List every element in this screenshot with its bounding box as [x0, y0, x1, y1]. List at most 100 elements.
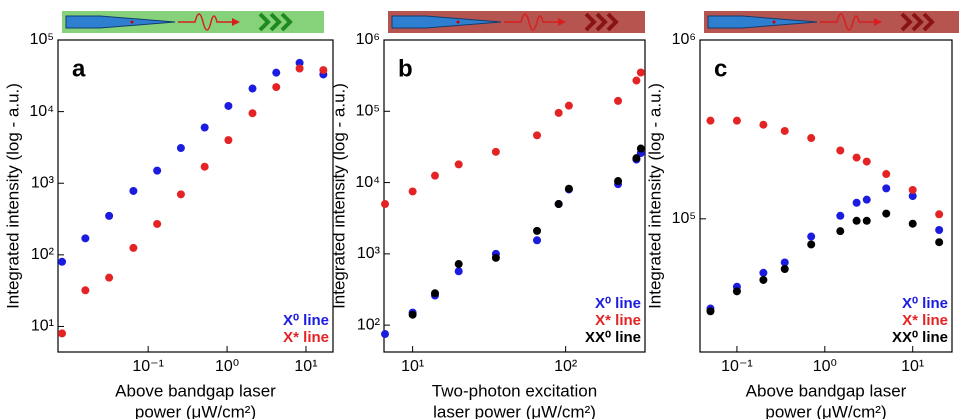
data-point — [153, 219, 162, 228]
data-point — [319, 66, 328, 75]
x-tick-label: 10¹ — [401, 358, 424, 375]
data-point — [908, 185, 917, 194]
icon-chevrons — [900, 12, 935, 32]
data-point — [632, 154, 641, 163]
x-axis-label: laser power (μW/cm²) — [433, 402, 596, 419]
data-point — [564, 184, 573, 193]
data-point — [908, 219, 917, 228]
data-point — [836, 211, 845, 220]
icon-arrow — [232, 18, 240, 26]
legend-entry: X* line — [902, 312, 948, 329]
x-tick-label: 10¹ — [294, 358, 317, 375]
data-point — [430, 171, 439, 180]
y-tick-label: 10⁶ — [672, 31, 696, 48]
x-tick-label: 10⁻¹ — [721, 358, 753, 375]
data-point — [614, 96, 623, 105]
data-point — [200, 123, 209, 132]
data-point — [272, 68, 281, 77]
data-point — [807, 134, 816, 143]
data-point — [381, 330, 390, 339]
plot-frame — [699, 39, 953, 353]
data-point — [836, 146, 845, 155]
data-point — [176, 144, 185, 153]
data-point — [882, 170, 891, 179]
data-point — [248, 109, 257, 118]
data-point — [533, 131, 542, 140]
legend-entry: X⁰ line — [902, 295, 948, 312]
x-axis-label: Above bandgap laser — [115, 381, 276, 400]
y-axis-label: Integrated intensity (log - a.u.) — [329, 83, 348, 309]
data-point — [81, 286, 90, 295]
data-point — [706, 116, 715, 125]
data-point — [533, 236, 542, 245]
data-point — [564, 101, 573, 110]
legend-entry: X⁰ line — [283, 312, 329, 329]
data-point — [614, 177, 623, 186]
data-point — [58, 329, 67, 338]
data-point — [248, 84, 257, 93]
data-point — [454, 267, 463, 276]
data-point — [780, 258, 789, 267]
y-tick-label: 10¹ — [31, 318, 54, 335]
y-tick-label: 10⁶ — [356, 31, 380, 48]
data-point — [935, 238, 944, 247]
data-point — [554, 200, 563, 209]
icon-dot — [456, 20, 460, 24]
data-point — [533, 226, 542, 235]
data-point — [807, 232, 816, 241]
y-tick-label: 10⁵ — [30, 31, 54, 48]
data-point — [852, 153, 861, 162]
data-point — [129, 243, 138, 252]
x-axis-label: Two-photon excitation — [432, 381, 597, 400]
data-point — [430, 289, 439, 298]
y-tick-label: 10⁴ — [29, 103, 54, 120]
data-point — [58, 257, 67, 266]
data-point — [105, 273, 114, 282]
data-point — [408, 310, 417, 319]
data-point — [295, 58, 304, 67]
data-point — [732, 116, 741, 125]
x-tick-label: 10² — [554, 358, 578, 375]
data-point — [224, 101, 233, 110]
data-point — [759, 120, 768, 129]
y-tick-label: 10² — [357, 316, 381, 333]
data-point — [105, 211, 114, 220]
x-tick-label: 10¹ — [901, 358, 924, 375]
data-point — [224, 136, 233, 145]
icon-waveguide — [707, 15, 818, 29]
data-point — [491, 147, 500, 156]
data-point — [908, 192, 917, 201]
icon-arrow — [558, 18, 566, 26]
data-point — [862, 195, 871, 204]
data-point — [935, 225, 944, 234]
data-point — [491, 253, 500, 262]
data-point — [706, 307, 715, 316]
data-point — [759, 275, 768, 284]
data-point — [636, 144, 645, 153]
data-point — [862, 216, 871, 225]
panel: 10⁵ 10⁶ 10⁻¹ 10⁰ 10¹ Integrated intensity (lo… — [645, 31, 953, 419]
data-point — [780, 265, 789, 274]
icon-wave — [178, 13, 232, 31]
icon-wave — [504, 13, 558, 31]
data-point — [408, 187, 417, 196]
data-point — [807, 240, 816, 249]
plot-frame — [57, 39, 334, 353]
panel: 10¹ 10² 10³ 10⁴ 10⁵ 10⁻¹ 10⁰ 10¹ Integrated inte… — [3, 31, 334, 419]
data-point — [454, 260, 463, 269]
data-point — [732, 287, 741, 296]
x-tick-label: 10⁻¹ — [132, 358, 164, 375]
icon-dot — [130, 20, 134, 24]
y-tick-label: 10² — [31, 246, 55, 263]
icon-waveguide — [65, 15, 176, 29]
icon-arrow — [874, 18, 882, 26]
panel-label: a — [72, 55, 86, 82]
data-point — [882, 209, 891, 218]
data-point — [200, 162, 209, 171]
y-axis-label: Integrated intensity (log - a.u.) — [3, 83, 22, 309]
data-point — [554, 108, 563, 117]
icon-a — [62, 11, 324, 33]
x-tick-label: 10⁰ — [215, 358, 239, 375]
data-point — [852, 198, 861, 207]
